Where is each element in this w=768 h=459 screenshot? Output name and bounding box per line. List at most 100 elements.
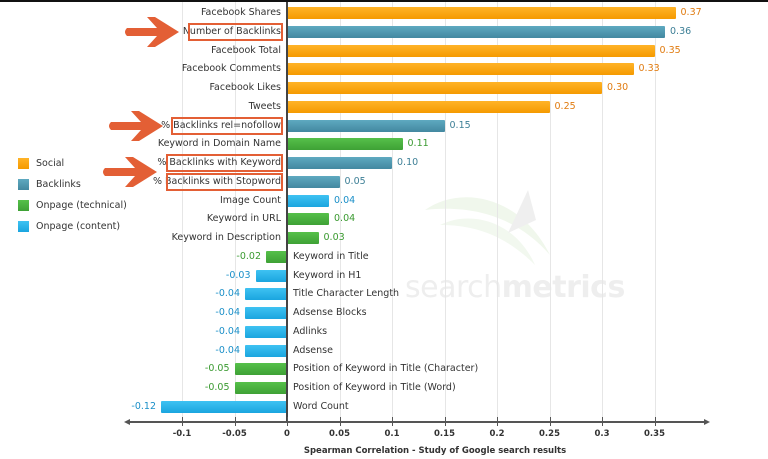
bar-social[interactable] <box>287 82 602 94</box>
bar-technical[interactable] <box>234 363 287 376</box>
bar-social[interactable] <box>287 63 634 76</box>
category-label: Keyword in URL <box>206 213 281 225</box>
gridline <box>602 2 603 420</box>
category-label: Word Count <box>293 400 349 412</box>
x-axis-title: Spearman Correlation - Study of Google s… <box>303 446 567 456</box>
arrow-right-icon <box>103 157 157 188</box>
bar-backlinks[interactable] <box>287 119 445 132</box>
x-tick <box>234 417 236 426</box>
x-tick <box>182 417 183 426</box>
axis-arrow-left-icon <box>124 419 130 425</box>
x-tick <box>287 417 288 426</box>
arrow-right-icon <box>109 110 163 141</box>
legend-item-onpage-technical[interactable]: Onpage (technical) <box>18 195 127 216</box>
category-label: Keyword in Title <box>293 250 369 262</box>
x-tick <box>654 417 656 426</box>
bar-technical[interactable] <box>287 138 403 151</box>
gridline <box>444 2 446 420</box>
value-label: -0.12 <box>131 400 156 412</box>
category-label: Facebook Comments <box>181 63 281 75</box>
bar-technical[interactable] <box>234 382 287 394</box>
value-label: -0.04 <box>215 344 240 356</box>
x-tick-label: 0.2 <box>489 429 505 439</box>
value-label: -0.05 <box>204 363 230 375</box>
category-label: Keyword in H1 <box>293 269 362 281</box>
value-label: 0.30 <box>607 82 629 93</box>
value-label: 0.25 <box>554 100 576 112</box>
value-label: 0.11 <box>407 138 429 150</box>
category-label: Position of Keyword in Title (Character) <box>293 363 479 375</box>
bar-social[interactable] <box>287 100 550 113</box>
bar-content[interactable] <box>245 344 287 357</box>
bar-content[interactable] <box>245 288 287 301</box>
value-label: -0.04 <box>215 307 240 318</box>
bar-backlinks[interactable] <box>287 25 665 38</box>
bar-content[interactable] <box>245 325 287 338</box>
watermark-light: search <box>405 270 502 305</box>
gridline <box>549 2 551 420</box>
bar-backlinks[interactable] <box>287 175 340 188</box>
gridline <box>392 2 393 420</box>
x-axis-line <box>124 419 710 425</box>
x-tick-label: 0.05 <box>329 429 350 439</box>
category-label: Number of Backlinks <box>182 25 281 37</box>
value-label: -0.04 <box>215 325 240 337</box>
legend-item-social[interactable]: Social <box>18 153 127 174</box>
bar-social[interactable] <box>287 44 655 57</box>
x-tick <box>549 417 551 426</box>
highlight-box <box>171 116 283 135</box>
x-tick <box>497 417 498 426</box>
legend-item-backlinks[interactable]: Backlinks <box>18 174 127 195</box>
value-label: 0.05 <box>344 175 366 187</box>
bar-social[interactable] <box>287 7 676 19</box>
bar-technical[interactable] <box>287 213 329 226</box>
watermark-bold: metrics <box>501 270 626 305</box>
category-label: Adlinks <box>293 325 328 337</box>
value-label: -0.03 <box>225 269 251 281</box>
x-tick <box>444 417 446 426</box>
category-label: Keyword in Description <box>171 232 281 243</box>
category-label: Adsense <box>293 344 333 356</box>
x-tick-label: 0.35 <box>644 429 665 439</box>
x-tick-label: 0.3 <box>594 429 610 439</box>
value-label: 0.04 <box>334 213 356 225</box>
legend-item-onpage-content[interactable]: Onpage (content) <box>18 216 127 237</box>
gridline <box>654 2 656 420</box>
value-label: 0.15 <box>449 119 471 131</box>
category-label: % Backlinks rel=nofollow <box>161 119 281 131</box>
bar-content[interactable] <box>287 194 329 207</box>
value-label: 0.10 <box>397 157 419 168</box>
category-label: Keyword in Domain Name <box>157 138 281 150</box>
value-label: 0.37 <box>680 7 702 18</box>
bar-content[interactable] <box>255 269 287 282</box>
category-label: Facebook Shares <box>200 7 281 18</box>
bar-technical[interactable] <box>287 232 319 244</box>
x-tick <box>392 417 393 426</box>
x-tick-label: 0.1 <box>384 429 400 439</box>
legend-label: Onpage (technical) <box>36 200 127 211</box>
x-tick-label: 0 <box>284 429 290 439</box>
watermark-text: searchmetrics <box>405 270 625 305</box>
x-tick-label: -0.1 <box>172 429 192 439</box>
legend-swatch-content <box>18 221 29 232</box>
highlight-box <box>188 22 283 41</box>
bar-technical[interactable] <box>266 250 287 263</box>
value-label: 0.03 <box>323 232 345 243</box>
category-label: % Backlinks with Keyword <box>157 157 281 168</box>
value-label: -0.04 <box>215 288 240 300</box>
value-label: 0.33 <box>638 63 660 75</box>
x-tick-label: 0.15 <box>434 429 455 439</box>
bar-content[interactable] <box>245 307 287 319</box>
category-label: Image Count <box>220 194 281 206</box>
gridline <box>497 2 498 420</box>
category-label: Position of Keyword in Title (Word) <box>293 382 456 393</box>
legend-label: Social <box>36 158 65 169</box>
bar-content[interactable] <box>161 400 287 413</box>
category-label: Tweets <box>248 100 281 112</box>
zero-axis-line <box>286 2 288 422</box>
category-label: % Backlinks with Stopword <box>152 175 281 187</box>
top-border <box>0 0 768 2</box>
gridline <box>234 2 236 420</box>
bar-backlinks[interactable] <box>287 157 392 169</box>
x-tick-label: 0.25 <box>539 429 560 439</box>
